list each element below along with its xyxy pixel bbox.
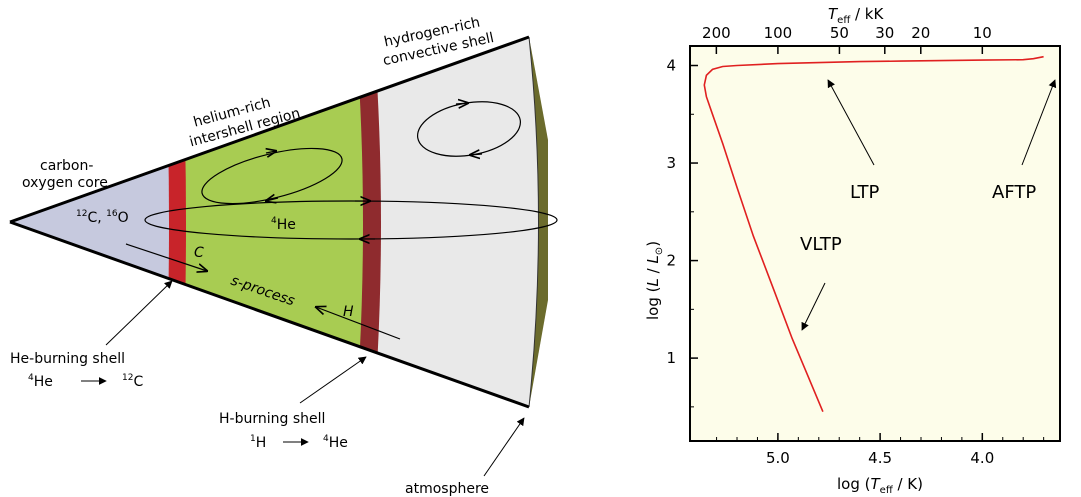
top-tick-label: 100 xyxy=(764,24,793,42)
top-tick-label: 20 xyxy=(911,24,930,42)
star-structure-diagram: carbon- oxygen core helium-rich intershe… xyxy=(9,14,558,497)
helium4-label: 4He xyxy=(271,216,296,233)
he-burning-shell-label: He-burning shell xyxy=(10,351,125,367)
x-tick-label: 5.0 xyxy=(766,449,790,467)
top-tick-label: 10 xyxy=(973,24,992,42)
top-tick-label: 30 xyxy=(875,24,894,42)
y-axis-title: log (L / L⊙) xyxy=(644,241,665,320)
atmosphere-label: atmosphere xyxy=(405,481,489,497)
h-burning-product: 4He xyxy=(323,434,348,451)
y-tick-label: 3 xyxy=(666,154,676,172)
top-axis-title: Teff / kK xyxy=(828,5,884,26)
evolution-track xyxy=(703,55,1044,413)
carbon-arrow-label: C xyxy=(194,245,204,261)
hr-diagram: 5.0 4.5 4.0 1 2 3 4 200 100 50 30 20 10 VLTP LTP AFT… xyxy=(644,5,1061,496)
aftp-pointer-icon xyxy=(1021,79,1057,166)
h-shell-pointer-icon xyxy=(299,356,367,404)
outer-edge xyxy=(528,36,539,408)
axis-ticks: 5.0 4.5 4.0 1 2 3 4 200 100 50 30 20 10 xyxy=(666,24,1045,467)
loop-arrow-icon xyxy=(455,103,468,104)
he-burning-reaction: 4He xyxy=(28,373,53,390)
wedge-top-edge xyxy=(9,35,530,224)
x-tick-label: 4.5 xyxy=(868,449,892,467)
hydrogen-flow-arrow-icon xyxy=(316,307,401,340)
top-tick-label: 200 xyxy=(702,24,731,42)
wedge-bottom-edge xyxy=(9,220,530,409)
atmosphere-pointer-icon xyxy=(483,417,525,477)
h-burning-reaction: 1H xyxy=(250,434,266,451)
x-tick-label: 4.0 xyxy=(970,449,994,467)
atmosphere-band xyxy=(529,37,548,407)
loop-arrow-icon xyxy=(470,154,483,155)
x-axis-title: log (Teff / K) xyxy=(837,475,923,496)
top-tick-label: 50 xyxy=(830,24,849,42)
plot-area xyxy=(689,45,1061,442)
he4-mixing-loop xyxy=(144,200,558,240)
vltp-pointer-icon xyxy=(801,282,826,331)
core-region xyxy=(10,37,169,407)
ltp-label: LTP xyxy=(850,182,880,203)
loop-arrow-icon xyxy=(266,198,279,201)
core-label-line2: oxygen core xyxy=(22,175,108,191)
he-burning-product: 12C xyxy=(122,373,143,390)
hydrogen-arrow-label: H xyxy=(343,304,354,320)
ltp-pointer-icon xyxy=(827,79,875,166)
aftp-label: AFTP xyxy=(992,182,1036,203)
h-burning-shell-label: H-burning shell xyxy=(219,411,325,427)
he-shell-pointer-icon xyxy=(105,280,173,346)
y-tick-label: 1 xyxy=(666,349,676,367)
core-composition: 12C, 16O xyxy=(76,209,129,226)
core-label-line1: carbon- xyxy=(40,158,93,174)
carbon-flow-arrow-icon xyxy=(125,243,207,271)
loop-arrow-icon xyxy=(266,151,276,153)
y-tick-label: 2 xyxy=(666,252,676,270)
vltp-label: VLTP xyxy=(800,234,842,255)
y-tick-label: 4 xyxy=(666,57,676,75)
